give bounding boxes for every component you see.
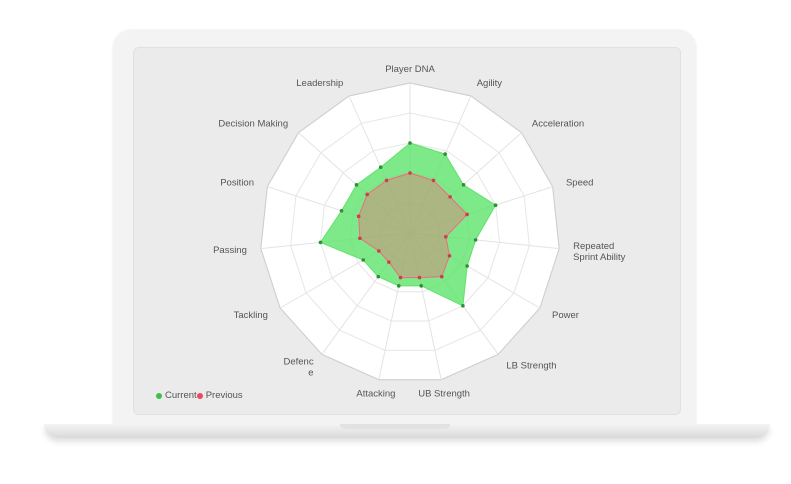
radar-chart: Player DNA Agility Acceleration Speed Repeat… bbox=[213, 64, 626, 399]
axis-label: Leadership bbox=[296, 78, 343, 89]
axis-label: Tackling bbox=[234, 310, 268, 321]
legend-label-current: Current bbox=[165, 390, 197, 401]
data-point-previous[interactable] bbox=[444, 234, 448, 239]
axis-label: UB Strength bbox=[418, 388, 470, 399]
laptop-notch bbox=[340, 424, 450, 429]
data-point-previous[interactable] bbox=[417, 275, 422, 280]
chart-legend: Current Previous bbox=[156, 390, 243, 401]
data-point-current[interactable] bbox=[493, 203, 498, 207]
legend-item-previous[interactable]: Previous bbox=[196, 390, 243, 401]
radar-axis-labels: Player DNA Agility Acceleration Speed Repeat… bbox=[213, 64, 626, 399]
radar-ring bbox=[290, 112, 530, 351]
data-point-previous[interactable] bbox=[465, 212, 469, 217]
axis-label: Speed bbox=[566, 177, 593, 188]
radar-ring bbox=[319, 142, 501, 322]
data-point-current[interactable] bbox=[461, 183, 466, 187]
data-point-previous[interactable] bbox=[398, 275, 403, 280]
data-point-current[interactable] bbox=[443, 152, 447, 156]
data-point-previous[interactable] bbox=[358, 236, 362, 241]
axis-label: Passing bbox=[213, 245, 247, 256]
series-area-current bbox=[319, 142, 497, 307]
data-point-current[interactable] bbox=[396, 284, 401, 288]
data-point-current[interactable] bbox=[318, 240, 323, 245]
legend-item-current[interactable]: Current bbox=[156, 390, 197, 401]
axis-label: Attacking bbox=[356, 388, 395, 399]
data-point-previous[interactable] bbox=[439, 274, 444, 279]
data-point-previous[interactable] bbox=[387, 260, 391, 264]
legend-dot-current bbox=[156, 392, 162, 399]
data-point-current[interactable] bbox=[361, 258, 366, 262]
axis-label: Agility bbox=[477, 78, 503, 89]
axis-label: LB Strength bbox=[506, 361, 556, 372]
axis-label: Decision Making bbox=[218, 118, 288, 129]
axis-label: Repeated Sprint Ability bbox=[573, 241, 626, 263]
data-point-previous[interactable] bbox=[408, 171, 412, 175]
data-point-current[interactable] bbox=[461, 304, 465, 308]
radar-series bbox=[318, 141, 498, 308]
data-point-current[interactable] bbox=[378, 165, 383, 170]
radar-ring bbox=[260, 82, 560, 381]
data-point-current[interactable] bbox=[473, 238, 478, 242]
legend-label-previous: Previous bbox=[205, 390, 243, 401]
data-point-current[interactable] bbox=[408, 141, 412, 145]
data-point-previous[interactable] bbox=[384, 178, 389, 183]
data-point-previous[interactable] bbox=[431, 178, 436, 183]
data-point-current[interactable] bbox=[339, 208, 344, 213]
legend-dot-previous bbox=[196, 392, 203, 399]
laptop-base bbox=[44, 424, 770, 438]
data-point-previous[interactable] bbox=[447, 254, 452, 258]
data-point-current[interactable] bbox=[419, 284, 424, 288]
axis-label: Defenc e bbox=[283, 357, 313, 379]
axis-label: Position bbox=[220, 177, 254, 188]
data-point-previous[interactable] bbox=[377, 249, 381, 253]
series-area-previous bbox=[358, 172, 468, 279]
axis-label: Power bbox=[552, 310, 579, 321]
axis-label: Player DNA bbox=[385, 64, 435, 75]
data-point-previous[interactable] bbox=[365, 192, 369, 197]
data-point-current[interactable] bbox=[465, 264, 469, 268]
axis-label: Acceleration bbox=[532, 118, 584, 129]
data-point-previous[interactable] bbox=[448, 195, 452, 199]
chart-panel: Player DNA Agility Acceleration Speed Repeat… bbox=[133, 47, 681, 415]
data-point-current[interactable] bbox=[376, 274, 381, 279]
data-point-current[interactable] bbox=[354, 183, 359, 187]
data-point-previous[interactable] bbox=[356, 214, 361, 219]
